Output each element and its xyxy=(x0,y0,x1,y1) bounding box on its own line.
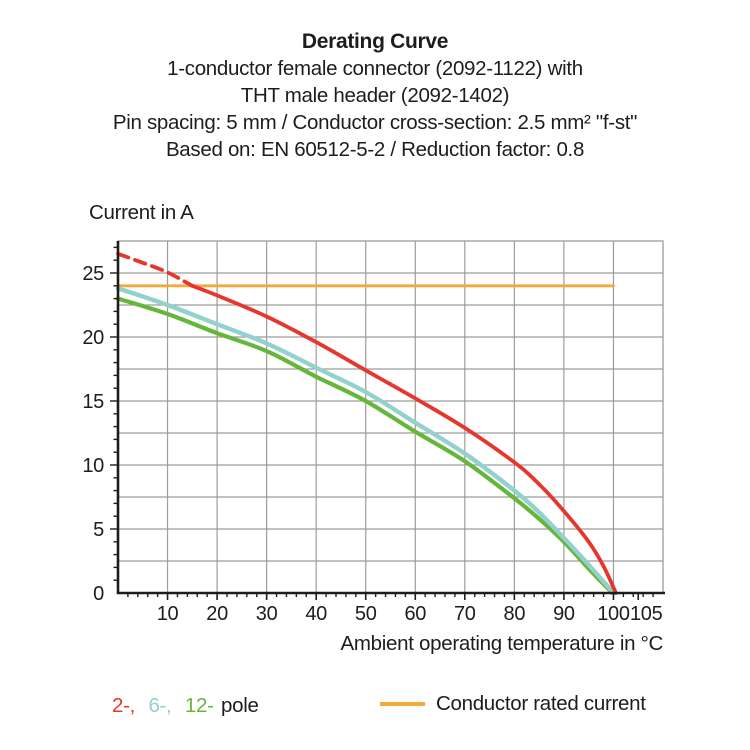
y-tick-label: 20 xyxy=(82,327,104,349)
y-tick-label: 25 xyxy=(82,263,104,285)
y-tick-label: 0 xyxy=(93,583,104,605)
y-tick-label: 15 xyxy=(82,391,104,413)
rated-current-line-swatch xyxy=(380,702,425,706)
chart-subtitle-connector: 1-conductor female connector (2092-1122)… xyxy=(167,57,583,80)
legend-6-pole: 6-, xyxy=(148,694,172,717)
y-axis-title: Current in A xyxy=(89,201,194,224)
curve-2-pole xyxy=(190,283,618,595)
x-tick-label: 10 xyxy=(157,603,179,625)
x-tick-label: 70 xyxy=(454,603,476,625)
x-tick-label: 100 xyxy=(597,603,630,625)
x-tick-label: 50 xyxy=(355,603,377,625)
poles-legend: 2-, 6-, 12- pole xyxy=(112,694,259,718)
y-tick-label: 10 xyxy=(82,455,104,477)
rated-current-legend: Conductor rated current xyxy=(380,690,646,718)
legend-12-pole: 12- xyxy=(184,694,214,717)
rated-current-label: Conductor rated current xyxy=(436,692,646,715)
curve-6-pole xyxy=(115,286,616,596)
x-tick-label: 40 xyxy=(305,603,327,625)
chart-title-block: Derating Curve 1-conductor female connec… xyxy=(0,28,750,163)
chart-subtitle-spacing: Pin spacing: 5 mm / Conductor cross-sect… xyxy=(112,111,638,134)
x-tick-label: 105 xyxy=(630,603,663,625)
x-axis-title: Ambient operating temperature in °C xyxy=(340,632,664,655)
legend-2-pole: 2-, xyxy=(112,694,136,717)
y-tick-label: 5 xyxy=(93,519,104,541)
chart-title: Derating Curve xyxy=(301,30,449,53)
x-tick-label: 30 xyxy=(256,603,278,625)
chart-subtitle-standard: Based on: EN 60512-5-2 / Reduction facto… xyxy=(165,138,585,161)
legend-pole-word: pole xyxy=(221,694,259,717)
x-tick-label: 60 xyxy=(404,603,426,625)
x-tick-label: 90 xyxy=(553,603,575,625)
curve-2-pole xyxy=(116,251,195,288)
x-tick-label: 80 xyxy=(504,603,526,625)
x-tick-label: 20 xyxy=(206,603,228,625)
chart-subtitle-header: THT male header (2092-1402) xyxy=(240,84,510,107)
curve-12-pole xyxy=(115,296,615,596)
